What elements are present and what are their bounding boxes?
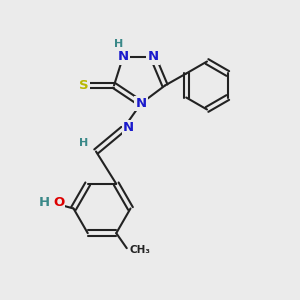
Text: N: N (147, 50, 159, 64)
Text: O: O (53, 196, 64, 209)
Text: H: H (114, 39, 123, 50)
Text: N: N (123, 121, 134, 134)
Text: N: N (135, 97, 147, 110)
Text: H: H (39, 196, 50, 209)
Text: N: N (117, 50, 129, 64)
Text: H: H (79, 138, 88, 148)
Text: S: S (79, 79, 89, 92)
Text: CH₃: CH₃ (130, 245, 151, 255)
